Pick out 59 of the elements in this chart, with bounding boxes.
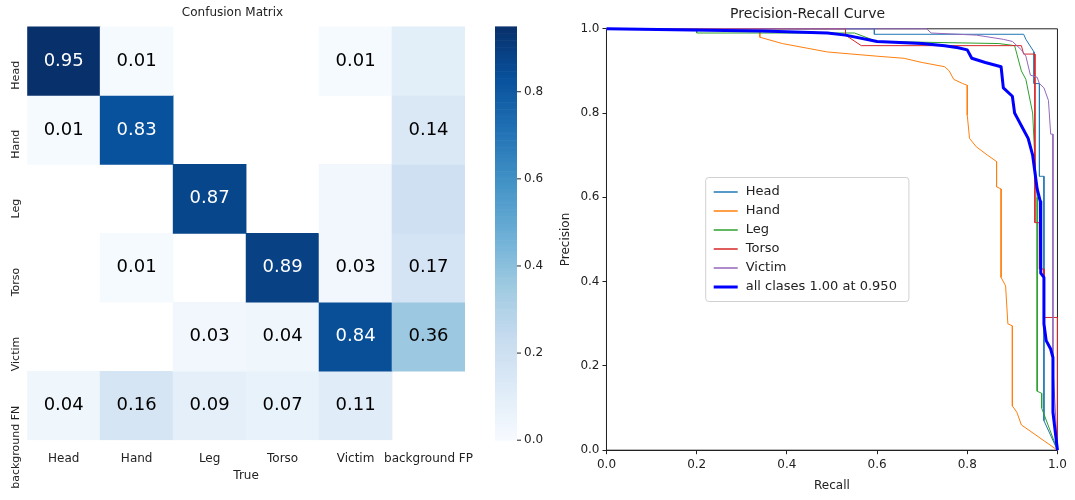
data-label: 0.17 bbox=[408, 255, 449, 277]
y-tick-label: 0.6 bbox=[580, 189, 600, 204]
x-tick-label: Victim bbox=[336, 450, 375, 465]
y-tick-label: 0.2 bbox=[580, 358, 600, 373]
x-tick-label: 0.6 bbox=[867, 456, 887, 471]
legend-label: Leg bbox=[745, 221, 769, 237]
x-tick-label: Head bbox=[47, 450, 80, 465]
data-label: 0.11 bbox=[335, 393, 376, 415]
x-tick-label: 0.4 bbox=[777, 456, 797, 471]
x-tick-label: background FP bbox=[384, 450, 473, 465]
data-label: 0.14 bbox=[408, 117, 449, 139]
legend-label: Victim bbox=[745, 259, 787, 275]
data-label: 0.03 bbox=[189, 324, 230, 346]
color-bar-label: 0.8 bbox=[524, 83, 544, 98]
x-tick-label: Leg bbox=[198, 450, 221, 465]
y-tick-label: Head bbox=[9, 60, 23, 90]
data-label: 0.01 bbox=[116, 48, 157, 70]
x-tick-label: 0.2 bbox=[687, 456, 707, 471]
color-bar-label: 0.4 bbox=[524, 258, 544, 273]
color-bar-label: 0.6 bbox=[524, 170, 544, 185]
legend-label: Torso bbox=[744, 240, 780, 256]
data-label: 0.36 bbox=[408, 324, 449, 346]
x-tick-label: 1.0 bbox=[1047, 456, 1067, 471]
y-tick-label: Torso bbox=[9, 267, 23, 298]
x-tick-label: 0.8 bbox=[957, 456, 977, 471]
y-tick-label: 1.0 bbox=[580, 20, 600, 35]
x-axis-title: Recall bbox=[814, 477, 850, 492]
data-label: 0.04 bbox=[262, 324, 303, 346]
data-label: 0.07 bbox=[262, 393, 303, 415]
chart-title: Confusion Matrix bbox=[181, 5, 284, 20]
x-axis-title: True bbox=[232, 467, 259, 482]
legend-label: Head bbox=[745, 183, 780, 199]
legend-label: all clases 1.00 at 0.950 bbox=[745, 278, 897, 294]
data-label: 0.01 bbox=[116, 255, 157, 277]
data-label: 0.84 bbox=[335, 324, 376, 346]
y-tick-label: Hand bbox=[9, 129, 23, 159]
y-tick-label: 0.4 bbox=[580, 273, 600, 288]
data-label: 0.16 bbox=[116, 393, 157, 415]
data-label: 0.01 bbox=[43, 117, 84, 139]
y-tick-label: Victim bbox=[9, 336, 23, 372]
y-axis-title: Precision bbox=[558, 212, 573, 267]
x-tick-label: 0.0 bbox=[596, 456, 617, 471]
data-label: 0.87 bbox=[189, 186, 230, 208]
x-tick-label: Torso bbox=[266, 450, 299, 465]
data-label: 0.89 bbox=[262, 255, 303, 277]
y-tick-label: 0.8 bbox=[580, 105, 600, 120]
data-label: 0.83 bbox=[116, 117, 157, 139]
legend-label: Hand bbox=[745, 202, 780, 218]
color-bar-label: 0.0 bbox=[524, 432, 544, 447]
y-tick-label: Leg bbox=[9, 198, 23, 219]
data-label: 0.01 bbox=[335, 48, 376, 70]
data-label: 0.04 bbox=[43, 393, 84, 415]
x-tick-label: Hand bbox=[120, 450, 153, 465]
data-label: 0.03 bbox=[335, 255, 376, 277]
color-bar-label: 0.2 bbox=[524, 345, 544, 360]
data-label: 0.95 bbox=[43, 48, 84, 70]
chart-title: Precision-Recall Curve bbox=[729, 5, 886, 22]
data-label: 0.09 bbox=[189, 393, 230, 415]
y-tick-label: background FN bbox=[9, 405, 23, 489]
